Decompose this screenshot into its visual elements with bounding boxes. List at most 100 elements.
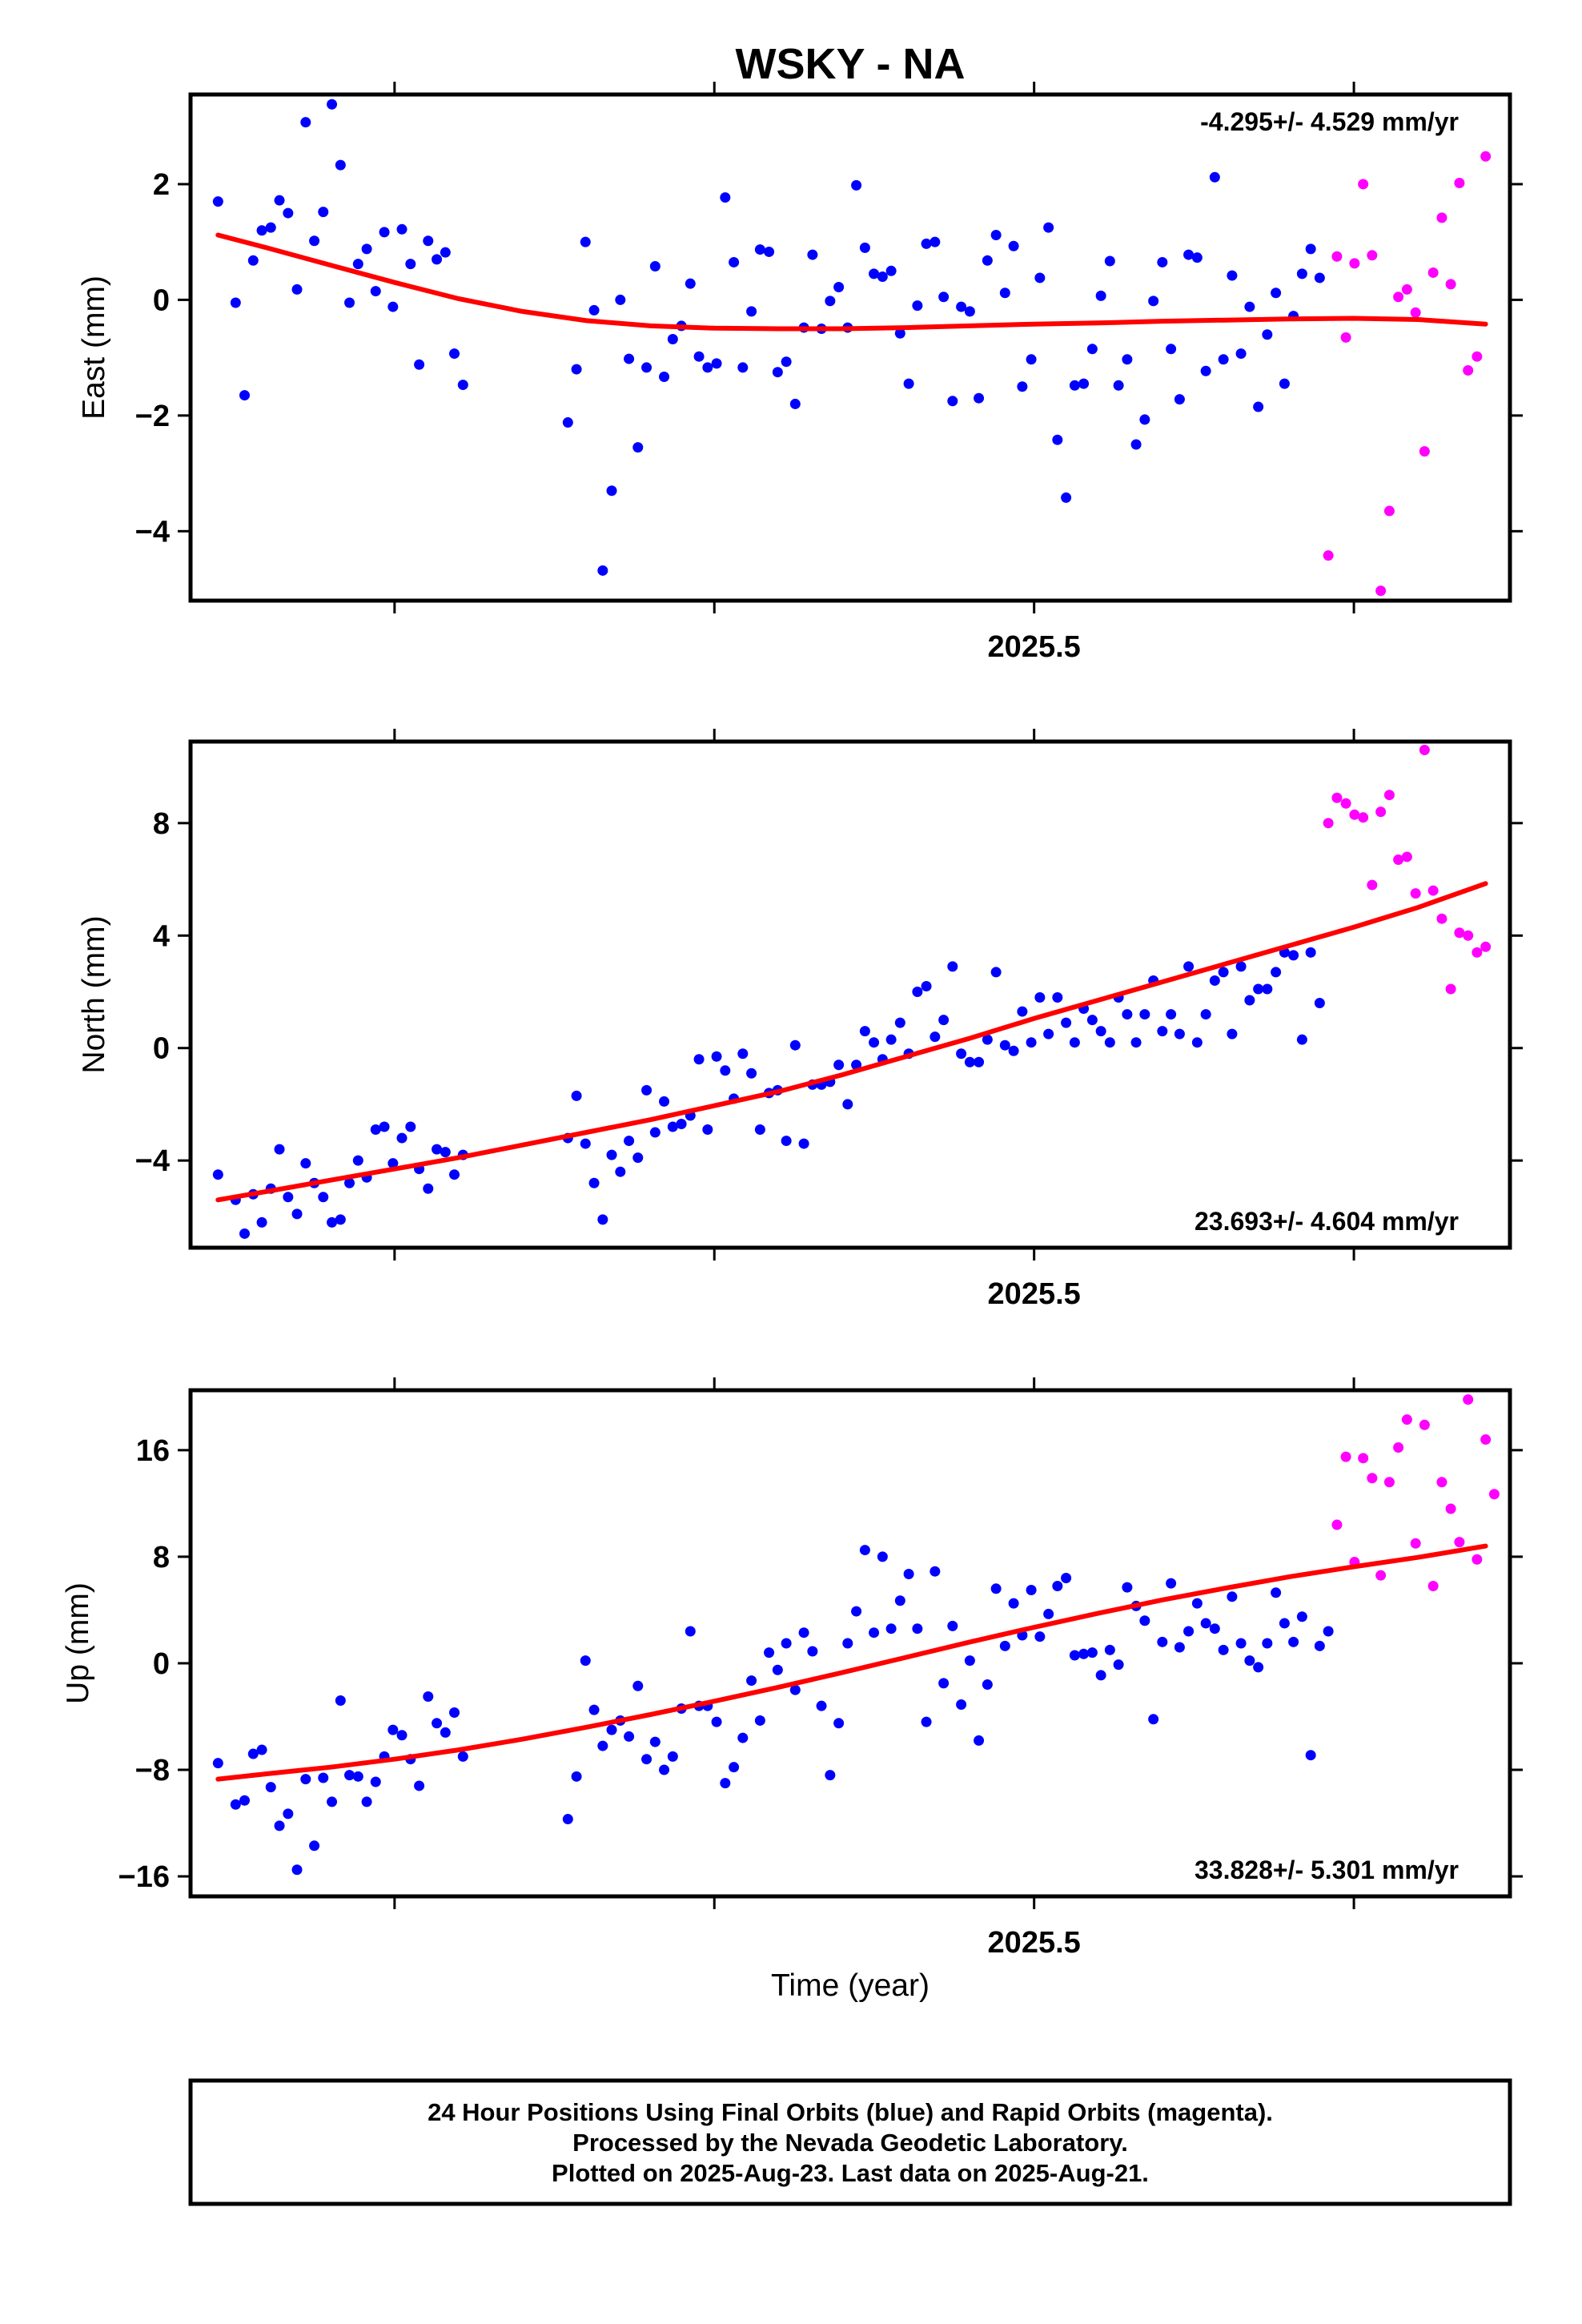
- final-orbit-point: [1034, 1631, 1046, 1642]
- final-orbit-point: [1218, 354, 1229, 365]
- rapid-orbit-point: [1436, 1477, 1447, 1488]
- final-orbit-point: [1026, 1037, 1037, 1048]
- final-orbit-point: [449, 1169, 460, 1180]
- final-orbit-point: [1262, 983, 1273, 995]
- final-orbit-point: [1008, 1045, 1019, 1056]
- final-orbit-point: [212, 1758, 223, 1769]
- fit-line: [215, 232, 1488, 332]
- final-orbit-point: [990, 967, 1002, 978]
- final-orbit-point: [1191, 1037, 1203, 1048]
- final-orbit-point: [274, 195, 285, 206]
- footer-line-1: 24 Hour Positions Using Final Orbits (bl…: [428, 2098, 1273, 2126]
- final-orbit-point: [1130, 439, 1142, 450]
- final-orbit-point: [1061, 1017, 1072, 1028]
- final-orbit-point: [1086, 1015, 1098, 1026]
- final-orbit-point: [1191, 1598, 1203, 1609]
- final-orbit-point: [370, 1124, 381, 1136]
- final-orbit-point: [449, 348, 460, 360]
- final-orbit-point: [387, 1724, 399, 1735]
- final-orbit-point: [318, 1772, 329, 1783]
- final-orbit-point: [1166, 1009, 1177, 1020]
- rapid-orbit-point: [1419, 1419, 1430, 1430]
- final-orbit-point: [423, 1183, 434, 1194]
- final-orbit-point: [930, 1566, 941, 1577]
- final-orbit-point: [352, 1771, 363, 1782]
- final-orbit-point: [982, 1679, 993, 1691]
- final-orbit-point: [212, 196, 223, 207]
- y-tick-label: −4: [135, 515, 170, 549]
- final-orbit-point: [869, 268, 880, 279]
- east-panel: 2025.5 2 0 −2 −4 East (mm) -4.295+/- 4.529 mm/…: [77, 82, 1523, 664]
- fit-line: [215, 881, 1488, 1203]
- final-orbit-point: [1069, 380, 1080, 391]
- final-orbit-point: [964, 1655, 975, 1667]
- final-orbit-point: [1026, 354, 1037, 365]
- final-orbit-point: [1113, 1659, 1124, 1671]
- final-orbit-point: [964, 306, 975, 317]
- final-orbit-point: [964, 1056, 975, 1068]
- rapid-orbit-point: [1383, 1477, 1395, 1488]
- rapid-orbit-point: [1427, 885, 1439, 896]
- final-orbit-point: [869, 1627, 880, 1638]
- y-tick-label: 2: [153, 168, 170, 202]
- final-orbit-point: [641, 362, 652, 373]
- y-tick-label: −4: [135, 1144, 170, 1178]
- final-orbit-point: [1069, 1650, 1080, 1661]
- final-orbit-point: [352, 259, 363, 270]
- final-orbit-point: [624, 353, 635, 364]
- final-orbit-point: [361, 243, 372, 255]
- final-orbit-point: [1130, 1037, 1142, 1048]
- final-orbit-point: [938, 1015, 950, 1026]
- final-orbit-point: [754, 1124, 765, 1136]
- rapid-orbit-point: [1340, 798, 1351, 809]
- final-orbit-point: [256, 1216, 267, 1228]
- final-orbit-point: [1235, 961, 1247, 972]
- final-orbit-point: [885, 265, 897, 276]
- final-orbit-point: [667, 1751, 678, 1762]
- final-orbit-point: [1017, 1006, 1028, 1017]
- final-orbit-point: [1095, 290, 1106, 301]
- final-orbit-point: [624, 1136, 635, 1147]
- final-orbit-point: [1288, 950, 1299, 961]
- final-orbit-point: [318, 1192, 329, 1203]
- final-orbit-point: [789, 1684, 801, 1695]
- final-orbit-point: [327, 99, 338, 110]
- final-orbit-point: [344, 1770, 355, 1781]
- rapid-orbit-point: [1393, 1442, 1404, 1454]
- rapid-orbit-point: [1383, 505, 1395, 517]
- final-orbit-point: [1034, 272, 1046, 283]
- rapid-orbit-point: [1419, 446, 1430, 457]
- final-orbit-point: [335, 159, 346, 171]
- final-orbit-point: [1183, 961, 1195, 972]
- final-orbit-point: [1026, 1584, 1037, 1595]
- final-orbit-point: [702, 362, 713, 373]
- final-orbit-point: [1008, 240, 1019, 251]
- rapid-orbit-point: [1358, 179, 1369, 190]
- final-orbit-point: [938, 292, 950, 303]
- final-orbit-point: [588, 304, 600, 316]
- final-orbit-point: [947, 961, 958, 972]
- footer-frame: [188, 2078, 1512, 2206]
- final-orbit-point: [746, 306, 757, 317]
- up-panel: 2025.5 16 8 0 −8 −16 Up (mm) 33.828+/- 5.301 mm…: [61, 1377, 1523, 1960]
- final-orbit-point: [912, 986, 923, 997]
- final-orbit-point: [825, 1770, 836, 1781]
- final-orbit-point: [641, 1754, 652, 1765]
- final-orbit-point: [659, 1096, 670, 1107]
- final-orbit-point: [615, 1166, 626, 1177]
- rapid-orbit-point: [1427, 267, 1439, 278]
- final-orbit-point: [1296, 1611, 1307, 1622]
- final-orbit-point: [1183, 1626, 1195, 1637]
- final-orbit-point: [1209, 975, 1220, 986]
- y-tick-label: 0: [153, 283, 170, 317]
- final-orbit-point: [274, 1144, 285, 1155]
- final-orbit-point: [711, 358, 722, 369]
- final-orbit-point: [930, 236, 941, 247]
- final-orbit-point: [885, 1034, 897, 1045]
- final-orbit-point: [816, 1700, 827, 1711]
- velocity-annotation: 33.828+/- 5.301 mm/yr: [1195, 1856, 1459, 1884]
- final-orbit-point: [1008, 1598, 1019, 1609]
- final-orbit-point: [693, 1054, 705, 1065]
- final-orbit-point: [947, 396, 958, 407]
